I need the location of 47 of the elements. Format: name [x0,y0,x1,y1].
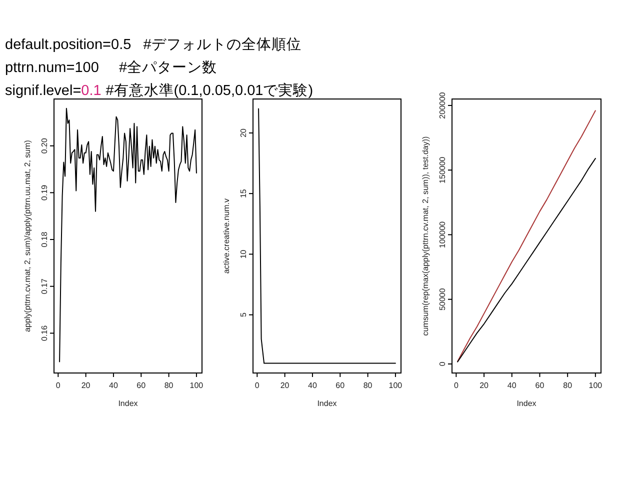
y-tick-label: 100000 [438,220,447,248]
x-axis-title: Index [118,399,138,408]
y-tick-label: 0 [438,361,447,366]
y-tick-label: 0.19 [40,184,49,200]
line-series [258,108,396,364]
x-tick-label: 0 [56,381,61,390]
x-tick-label: 80 [363,381,373,390]
x-tick-label: 60 [535,381,545,390]
y-tick-label: 0.16 [40,324,49,341]
x-tick-label: 40 [109,381,118,390]
annotation: #有意水準(0.1,0.05,0.01で実験) [106,82,314,99]
line-series [457,158,596,362]
text: default.position=0.5 #デフォルトの全体順位 [5,36,302,53]
x-tick-label: 100 [190,381,204,390]
x-tick-label: 0 [454,381,459,390]
y-axis-title: cumsum(rep(max(apply(pttrn.cv.mat, 2, sum)), test.day)) [421,136,430,336]
y-tick-label: 0.17 [40,278,49,294]
x-tick-label: 60 [136,381,146,390]
y-tick-label: 10 [239,249,248,259]
y-tick-label: 200000 [438,92,447,119]
y-tick-label: 0.20 [40,138,49,154]
x-tick-label: 20 [480,381,490,390]
line-series [457,110,596,362]
x-tick-label: 100 [388,381,403,390]
y-tick-label: 0.18 [40,231,49,248]
text: 0.1 [81,83,102,99]
x-tick-label: 20 [280,381,290,390]
x-tick-label: 40 [507,381,517,390]
x-tick-label: 0 [254,381,260,390]
y-tick-label: 20 [239,128,248,138]
x-tick-label: 80 [563,381,573,390]
text: signif.level= [5,83,82,99]
x-tick-label: 80 [164,381,174,390]
x-tick-label: 60 [336,381,346,390]
x-tick-label: 40 [308,381,318,390]
y-tick-label: 5 [239,312,248,318]
y-axis-title: active.creative.num.v [222,198,231,274]
y-axis-title: apply(pttrn.cv.mat, 2, sum)/apply(pttrn.uu.mat, 2, sum) [23,140,32,332]
x-tick-label: 100 [588,381,603,390]
y-tick-label: 15 [239,188,248,198]
x-axis-title: Index [317,399,337,408]
x-tick-label: 20 [81,381,91,390]
line-series [59,108,197,362]
y-tick-label: 50000 [438,288,447,310]
x-axis-title: Index [516,399,536,408]
text: pttrn.num=100 #全パターン数 [5,59,218,76]
y-tick-label: 150000 [438,156,447,184]
